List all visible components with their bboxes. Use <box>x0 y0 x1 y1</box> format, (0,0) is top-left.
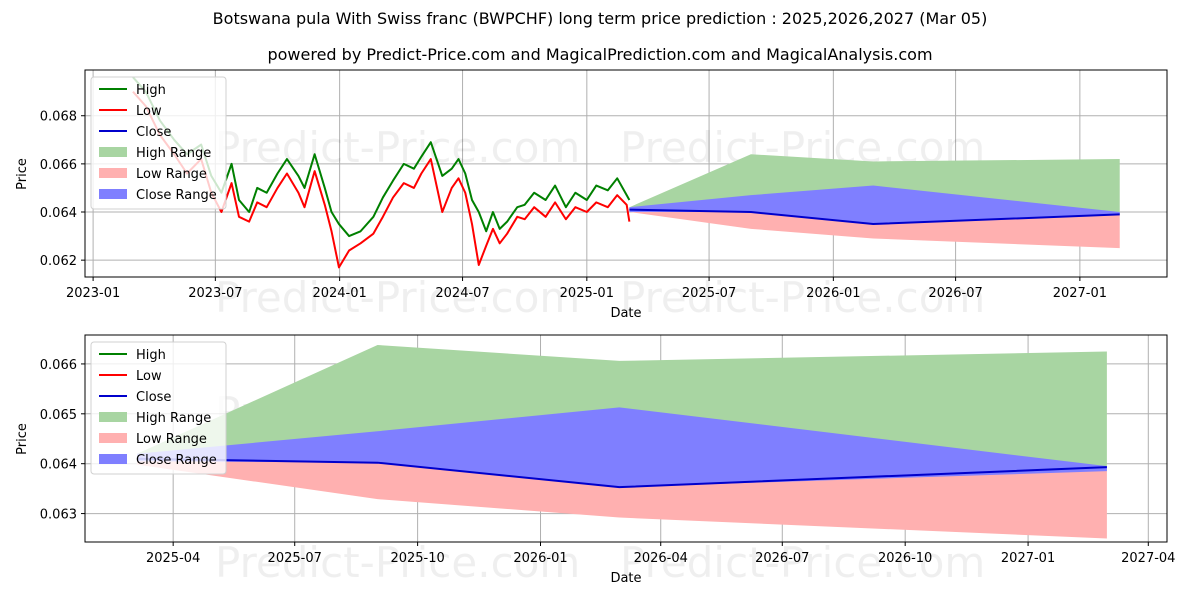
x-tick-label: 2025-07 <box>268 551 322 566</box>
x-tick-label: 2027-01 <box>1053 286 1107 301</box>
high-line <box>132 76 631 238</box>
legend-label: Close Range <box>136 453 217 468</box>
chart-subtitle: powered by Predict-Price.com and Magical… <box>267 45 933 64</box>
top-watermark: Predict-Price.com Predict-Price.com Predic… <box>215 123 985 322</box>
x-tick-label: 2027-01 <box>1001 551 1055 566</box>
legend-label: High Range <box>136 411 211 426</box>
legend-swatch-high-range <box>99 147 127 157</box>
y-tick-label: 0.064 <box>40 206 77 221</box>
x-tick-label: 2025-01 <box>560 286 614 301</box>
legend-label: Close <box>136 390 171 405</box>
legend-label: High Range <box>136 146 211 161</box>
y-tick-label: 0.062 <box>40 254 77 269</box>
top-legend: High Low Close High Range Low Range Close Ran… <box>90 76 227 210</box>
close-range-area <box>629 185 1120 225</box>
x-tick-label: 2026-04 <box>634 551 688 566</box>
x-tick-label: 2025-04 <box>146 551 200 566</box>
legend-label: Low Range <box>136 432 207 447</box>
y-tick-label: 0.063 <box>40 508 77 523</box>
watermark-text: Predict-Price.com <box>215 538 580 587</box>
legend-label: Low <box>136 104 162 119</box>
top-gridlines <box>85 70 1167 277</box>
x-tick-label: 2023-01 <box>66 286 120 301</box>
bottom-close-line <box>137 457 1107 489</box>
legend-label: High <box>136 83 166 98</box>
watermark-text: Predict-Price.com <box>620 538 985 587</box>
legend-swatch-close-range <box>99 454 127 464</box>
legend-label: Close Range <box>136 188 217 203</box>
bottom-forecast-ranges <box>137 344 1107 539</box>
bottom-plot-frame <box>84 334 1168 543</box>
legend-swatch-close-range <box>99 189 127 199</box>
legend-label: Close <box>136 125 171 140</box>
x-tick-label: 2027-04 <box>1121 551 1175 566</box>
x-tick-label: 2026-10 <box>878 551 932 566</box>
legend-label: Low Range <box>136 167 207 182</box>
x-tick-label: 2026-07 <box>755 551 809 566</box>
x-tick-label: 2026-07 <box>928 286 982 301</box>
legend-swatch-low-range <box>99 433 127 443</box>
close-range-area <box>137 407 1107 488</box>
x-tick-label: 2025-07 <box>682 286 736 301</box>
x-tick-label: 2026-01 <box>806 286 860 301</box>
legend-label: High <box>136 348 166 363</box>
top-y-axis-label: Price <box>15 158 30 190</box>
legend-swatch-high-range <box>99 412 127 422</box>
x-tick-label: 2024-07 <box>435 286 489 301</box>
x-tick-label: 2025-10 <box>390 551 444 566</box>
low-line <box>132 90 631 269</box>
x-tick-label: 2026-01 <box>513 551 567 566</box>
top-x-axis-label: Date <box>610 306 641 321</box>
y-tick-label: 0.068 <box>40 110 77 125</box>
legend-swatch-low-range <box>99 168 127 178</box>
y-tick-label: 0.065 <box>40 408 77 423</box>
chart-title: Botswana pula With Swiss franc (BWPCHF) … <box>212 9 988 28</box>
x-tick-label: 2023-07 <box>188 286 242 301</box>
close-line <box>629 208 1120 226</box>
bottom-axis-ticks: 2025-04 2025-07 2025-10 2026-01 2026-04 2026-… <box>40 358 1176 566</box>
top-chart: Predict-Price.com Predict-Price.com Predic… <box>15 69 1168 322</box>
bottom-legend: High Low Close High Range Low Range Close Ran… <box>90 341 227 475</box>
top-axis-ticks: 2023-01 2023-07 2024-01 2024-07 2025-01 2025-… <box>40 110 1107 301</box>
bottom-x-axis-label: Date <box>610 571 641 586</box>
top-price-lines <box>132 76 1120 269</box>
y-tick-label: 0.064 <box>40 458 77 473</box>
close-line <box>137 457 1107 489</box>
top-plot-frame <box>84 69 1168 278</box>
bottom-chart: Predict-Price.comPredict-Price.comPredic… <box>15 334 1176 587</box>
bottom-y-axis-label: Price <box>15 423 30 455</box>
watermark-text: Predict-Price.com <box>215 273 580 322</box>
watermark-text: Predict-Price.com <box>215 123 580 172</box>
legend-label: Low <box>136 369 162 384</box>
y-tick-label: 0.066 <box>40 358 77 373</box>
watermark-text: Predict-Price.com <box>620 273 985 322</box>
x-tick-label: 2024-01 <box>312 286 366 301</box>
y-tick-label: 0.066 <box>40 158 77 173</box>
